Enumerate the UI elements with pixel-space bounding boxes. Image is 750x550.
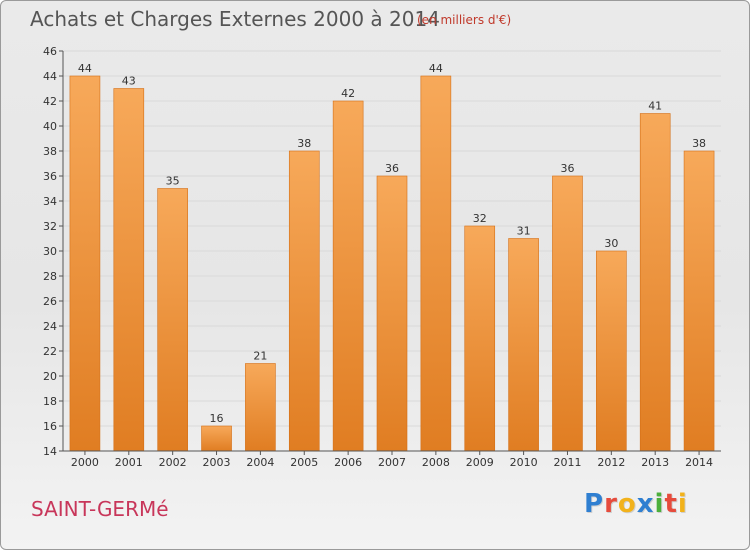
logo-letter: x [636,489,655,519]
bar [376,175,408,452]
x-tick-label: 2010 [510,456,538,469]
y-tick-label: 44 [43,70,57,83]
bar-value-label: 32 [473,212,487,225]
y-tick-label: 32 [43,220,57,233]
bar-value-label: 38 [692,137,706,150]
logo-letter: i [654,489,665,519]
y-tick-label: 18 [43,395,57,408]
bar [113,88,145,452]
y-tick-label: 14 [43,445,57,458]
x-tick-label: 2000 [71,456,99,469]
y-tick-label: 30 [43,245,57,258]
y-tick-label: 42 [43,95,57,108]
y-tick-label: 34 [43,195,57,208]
x-tick-label: 2002 [159,456,187,469]
x-tick-label: 2012 [597,456,625,469]
bar-value-label: 38 [297,137,311,150]
x-tick-label: 2011 [553,456,581,469]
logo-letter: P [584,489,605,519]
bar [508,238,539,452]
x-tick-label: 2003 [203,456,231,469]
y-tick-label: 40 [43,120,57,133]
bar-value-label: 44 [429,62,443,75]
y-tick-label: 46 [43,45,57,58]
y-tick-label: 28 [43,270,57,283]
bar [157,188,188,452]
x-tick-label: 2004 [246,456,274,469]
logo-letter: t [664,489,678,519]
logo-letter: r [604,489,618,519]
logo-letter: o [617,489,637,519]
bar [639,113,671,452]
y-tick-label: 38 [43,145,57,158]
bar-value-label: 16 [210,412,224,425]
x-tick-label: 2013 [641,456,669,469]
bar-value-label: 43 [122,75,136,88]
bar [464,225,496,452]
y-tick-label: 16 [43,420,57,433]
y-tick-label: 26 [43,295,57,308]
x-tick-label: 2006 [334,456,362,469]
x-tick-label: 2014 [685,456,713,469]
y-tick-label: 36 [43,170,57,183]
bar [683,150,715,452]
bar-value-label: 30 [604,237,618,250]
x-tick-label: 2009 [466,456,494,469]
bar-value-label: 36 [385,162,399,175]
proxiti-logo: Proxiti [584,489,688,519]
bar [201,425,232,452]
bar [552,175,583,452]
bar [596,250,627,452]
bar-value-label: 35 [166,175,180,188]
bar-value-label: 41 [648,100,662,113]
logo-letter: i [677,489,688,519]
x-tick-label: 2001 [115,456,143,469]
y-tick-label: 22 [43,345,57,358]
bars [69,75,715,452]
bar-value-label: 31 [517,225,531,238]
x-tick-label: 2005 [290,456,318,469]
bar [288,150,320,452]
chart-title: Achats et Charges Externes 2000 à 2014 [30,7,440,31]
x-tick-label: 2007 [378,456,406,469]
chart-unit: (en milliers d'€) [417,13,512,27]
y-tick-label: 24 [43,320,57,333]
axes [59,50,721,455]
bar [245,363,276,452]
bar-value-label: 21 [253,350,267,363]
bar [69,75,101,452]
commune-name: SAINT-GERMé [31,497,169,521]
bar-value-label: 36 [560,162,574,175]
bar [332,100,364,452]
x-tick-label: 2008 [422,456,450,469]
bar-value-label: 42 [341,87,355,100]
bar-value-label: 44 [78,62,92,75]
labels: 14 16 18 20 22 24 26 28 30 32 34 36 38 40 42 44 46 44 2000… [43,45,713,469]
bar [420,75,452,452]
y-tick-label: 20 [43,370,57,383]
